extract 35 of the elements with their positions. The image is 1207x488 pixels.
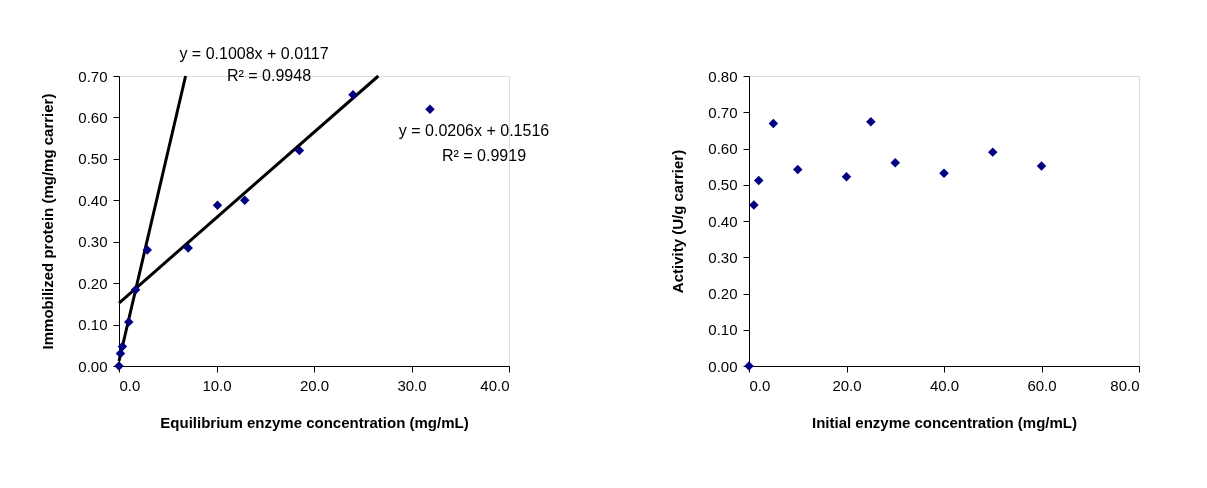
y-tick-label: 0.80 (708, 67, 738, 85)
x-axis-title: Equilibrium enzyme concentration (mg/mL) (160, 413, 469, 431)
annotation: R² = 0.9948 (226, 67, 312, 84)
x-tick-label: 0.0 (749, 376, 771, 394)
y-tick-label: 0.20 (708, 285, 738, 302)
x-tick-label: 20.0 (299, 376, 330, 394)
x-tick-label: 80.0 (1110, 376, 1140, 394)
text: y = 0.1008x + 0.0117 (179, 45, 329, 62)
y-tick-label: 0.40 (78, 191, 108, 209)
y-tick-label: 0.60 (708, 140, 738, 157)
y-tick-label: 0.70 (78, 67, 108, 85)
x-tick-label: 10.0 (202, 376, 232, 394)
y-tick-label: 0.20 (78, 274, 108, 292)
x-tick-label: 0.0 (119, 376, 141, 394)
y-tick-label: 0.70 (708, 103, 738, 121)
y-tick-label: 0.10 (78, 316, 108, 334)
y-axis-title: Activity (U/g carrier) (669, 149, 687, 294)
x-tick-label: 40.0 (480, 376, 510, 394)
y-tick-label: 0.30 (78, 233, 108, 251)
y-tick-label: 0.10 (708, 321, 738, 339)
annotation: y = 0.0206x + 0.1516 (398, 122, 550, 139)
y-tick-label: 0.30 (708, 248, 738, 266)
y-tick-label: 0.00 (708, 357, 738, 375)
x-tick-label: 20.0 (832, 376, 862, 394)
x-tick-label: 40.0 (929, 376, 960, 394)
x-tick-label: 30.0 (397, 376, 427, 394)
y-tick-label: 0.50 (78, 150, 108, 168)
annotation: R² = 0.9919 (441, 147, 527, 164)
y-tick-label: 0.60 (78, 108, 108, 126)
x-tick-label: 60.0 (1027, 376, 1057, 394)
y-tick-label: 0.00 (78, 357, 108, 375)
y-tick-label: 0.50 (708, 176, 738, 194)
y-tick-label: 0.40 (708, 212, 738, 230)
x-axis-title: Initial enzyme concentration (mg/mL) (811, 413, 1078, 431)
y-axis-title: Immobilized protein (mg/mg carrier) (39, 93, 57, 350)
